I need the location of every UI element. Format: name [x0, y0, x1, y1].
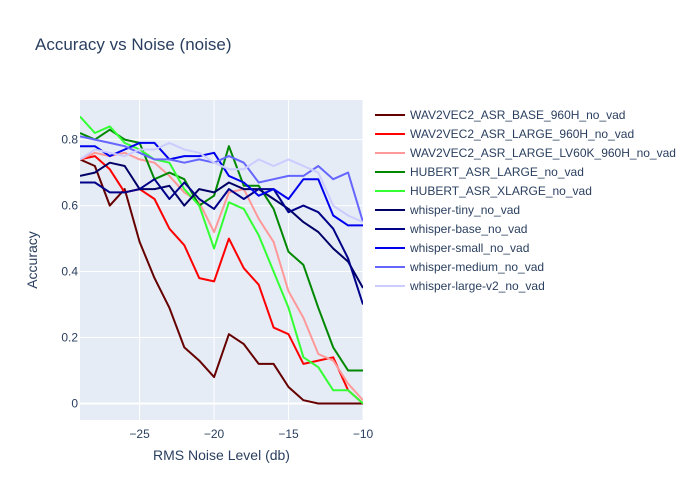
y-axis-title: Accuracy [24, 231, 40, 289]
legend-label: WAV2VEC2_ASR_LARGE_LV60K_960H_no_vad [410, 146, 676, 160]
legend-label: HUBERT_ASR_LARGE_no_vad [410, 165, 584, 179]
series-line [80, 115, 363, 405]
legend-label: HUBERT_ASR_XLARGE_no_vad [410, 184, 592, 198]
legend-label: whisper-base_no_vad [409, 222, 527, 236]
legend-item[interactable]: whisper-medium_no_vad [375, 260, 544, 274]
chart-title: Accuracy vs Noise (noise) [35, 35, 232, 54]
y-tick-label: 0.8 [61, 133, 78, 147]
x-tick-label: −25 [129, 427, 150, 441]
series-line [80, 158, 363, 405]
x-axis-ticks: −25 −20 −15 −10 [129, 427, 373, 441]
x-tick-label: −10 [353, 427, 374, 441]
legend-label: whisper-tiny_no_vad [409, 203, 520, 217]
legend[interactable]: WAV2VEC2_ASR_BASE_960H_no_vad WAV2VEC2_AS… [375, 108, 676, 293]
y-tick-label: 0.4 [61, 265, 78, 279]
legend-item[interactable]: whisper-large-v2_no_vad [375, 279, 545, 293]
legend-item[interactable]: whisper-base_no_vad [375, 222, 527, 236]
legend-label: WAV2VEC2_ASR_LARGE_960H_no_vad [410, 127, 634, 141]
legend-item[interactable]: WAV2VEC2_ASR_BASE_960H_no_vad [375, 108, 625, 122]
legend-item[interactable]: WAV2VEC2_ASR_LARGE_LV60K_960H_no_vad [375, 146, 676, 160]
legend-label: whisper-medium_no_vad [409, 260, 544, 274]
legend-item[interactable]: whisper-tiny_no_vad [375, 203, 520, 217]
y-tick-label: 0.6 [61, 199, 78, 213]
series-line [80, 128, 363, 372]
x-axis-title: RMS Noise Level (db) [153, 447, 290, 463]
series-line [80, 151, 363, 401]
legend-item[interactable]: whisper-small_no_vad [375, 241, 529, 255]
legend-item[interactable]: HUBERT_ASR_XLARGE_no_vad [375, 184, 592, 198]
legend-label: whisper-large-v2_no_vad [409, 279, 545, 293]
x-tick-label: −15 [278, 427, 299, 441]
legend-item[interactable]: HUBERT_ASR_LARGE_no_vad [375, 165, 584, 179]
series-line [80, 161, 363, 289]
y-axis-ticks: 0 0.2 0.4 0.6 0.8 [61, 133, 78, 411]
x-tick-label: −20 [204, 427, 225, 441]
series-line [80, 135, 363, 223]
y-tick-label: 0 [71, 397, 78, 411]
y-tick-label: 0.2 [61, 331, 78, 345]
series-lines [80, 115, 363, 405]
legend-label: WAV2VEC2_ASR_BASE_960H_no_vad [410, 108, 625, 122]
legend-label: whisper-small_no_vad [409, 241, 529, 255]
series-line [80, 141, 363, 224]
series-line [80, 178, 363, 305]
series-line [80, 141, 363, 227]
legend-item[interactable]: WAV2VEC2_ASR_LARGE_960H_no_vad [375, 127, 634, 141]
